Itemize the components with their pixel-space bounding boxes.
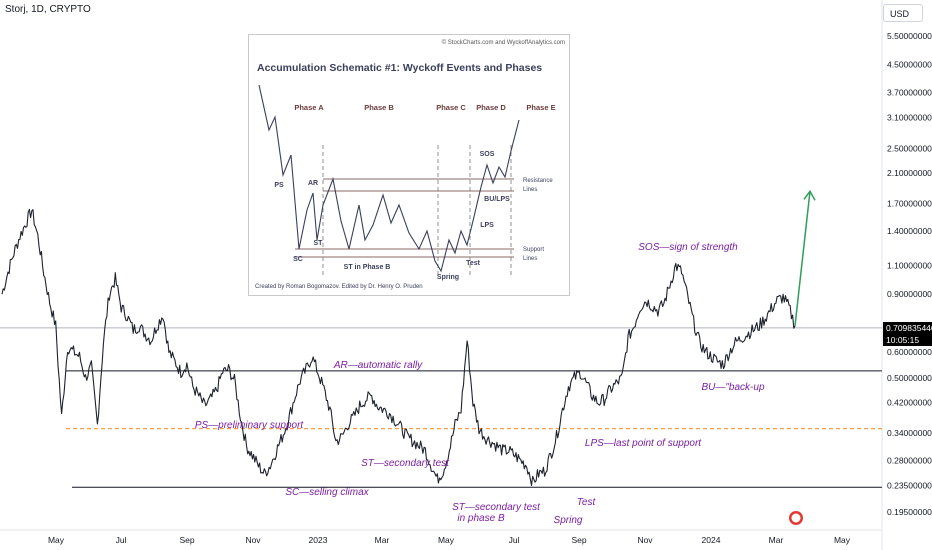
annotation-label: Spring	[554, 515, 583, 526]
y-tick-label: 0.340000000	[887, 428, 932, 438]
schematic-event-label: AR	[308, 180, 318, 187]
annotation-label: AR—automatic rally	[333, 360, 423, 371]
phase-label: Phase D	[476, 103, 506, 112]
y-tick-label: 1.100000000	[887, 260, 932, 270]
y-tick-label: 1.700000000	[887, 198, 932, 208]
schematic-event-label: BU/LPS	[484, 196, 510, 203]
countdown-label: 10:05:15	[883, 334, 932, 346]
x-tick-label: May	[438, 535, 455, 545]
y-tick-label: 3.100000000	[887, 113, 932, 123]
schematic-event-label: SC	[293, 256, 303, 263]
annotation-label: BU—"back-up	[701, 382, 764, 393]
wyckoff-schematic-inset: © StockCharts.com and WyckoffAnalytics.c…	[248, 34, 570, 296]
wyckoff-schematic-path	[258, 84, 520, 273]
y-tick-label: 5.500000000	[887, 31, 932, 41]
x-tick-label: Jul	[116, 535, 127, 545]
annotation-label: Test	[577, 497, 597, 508]
annotation-label: ST—secondary test	[452, 502, 541, 513]
annotation-label: ST—secondary test	[361, 458, 450, 469]
annotation-label: SOS—sign of strength	[638, 242, 738, 253]
x-tick-label: Nov	[245, 535, 261, 545]
phase-label: Phase B	[364, 103, 394, 112]
y-tick-label: 3.700000000	[887, 88, 932, 98]
annotation-label: LPS—last point of support	[585, 438, 702, 449]
schematic-event-label: PS	[274, 182, 284, 189]
x-tick-label: Nov	[637, 535, 653, 545]
logo-inner	[791, 513, 801, 523]
x-tick-label: Mar	[375, 535, 390, 545]
annotation-label: PS—preliminary support	[195, 420, 305, 431]
line-label: Lines	[523, 256, 537, 262]
x-tick-label: Jul	[509, 535, 520, 545]
phase-label: Phase A	[294, 103, 324, 112]
y-tick-label: 2.500000000	[887, 143, 932, 153]
inset-credit: Created by Roman Bogomazov. Edited by Dr…	[255, 284, 423, 290]
phase-label: Phase C	[436, 103, 466, 112]
price-series-line	[1, 208, 796, 486]
y-tick-label: 2.100000000	[887, 168, 932, 178]
annotation-label: SC—selling climax	[285, 487, 369, 498]
y-tick-label: 0.195000000	[887, 507, 932, 517]
x-tick-label: Sep	[571, 535, 586, 545]
y-tick-label: 1.400000000	[887, 226, 932, 236]
y-tick-label: 0.280000000	[887, 455, 932, 465]
schematic-event-label: ST	[314, 240, 324, 247]
x-tick-label: 2024	[702, 535, 721, 545]
current-price-label: 0.709835446	[883, 322, 932, 334]
currency-button[interactable]: USD	[883, 4, 923, 22]
schematic-event-label: Spring	[437, 274, 459, 281]
inset-title: Accumulation Schematic #1: Wyckoff Event…	[257, 62, 542, 74]
line-label: Resistance	[523, 178, 553, 184]
x-tick-label: May	[834, 535, 851, 545]
x-tick-label: Mar	[769, 535, 784, 545]
x-tick-label: 2023	[309, 535, 328, 545]
projection-arrow	[794, 191, 811, 326]
x-tick-label: May	[48, 535, 65, 545]
y-tick-label: 0.500000000	[887, 373, 932, 383]
x-tick-label: Sep	[179, 535, 194, 545]
inset-source: © StockCharts.com and WyckoffAnalytics.c…	[442, 39, 565, 46]
y-tick-label: 0.235000000	[887, 480, 932, 490]
schematic-event-label: LPS	[480, 222, 494, 229]
schematic-event-label: Test	[466, 260, 481, 267]
y-tick-label: 4.500000000	[887, 60, 932, 70]
line-label: Support	[523, 247, 544, 253]
symbol-title[interactable]: Storj, 1D, CRYPTO	[5, 4, 91, 15]
y-tick-label: 0.900000000	[887, 289, 932, 299]
schematic-event-label: SOS	[480, 151, 495, 158]
annotation-label: in phase B	[457, 513, 505, 524]
phase-label: Phase E	[526, 103, 555, 112]
y-tick-label: 0.420000000	[887, 398, 932, 408]
projection-arrowhead	[803, 189, 816, 201]
line-label: Lines	[523, 187, 537, 193]
schematic-event-label: ST in Phase B	[344, 264, 391, 271]
y-tick-label: 0.600000000	[887, 347, 932, 357]
